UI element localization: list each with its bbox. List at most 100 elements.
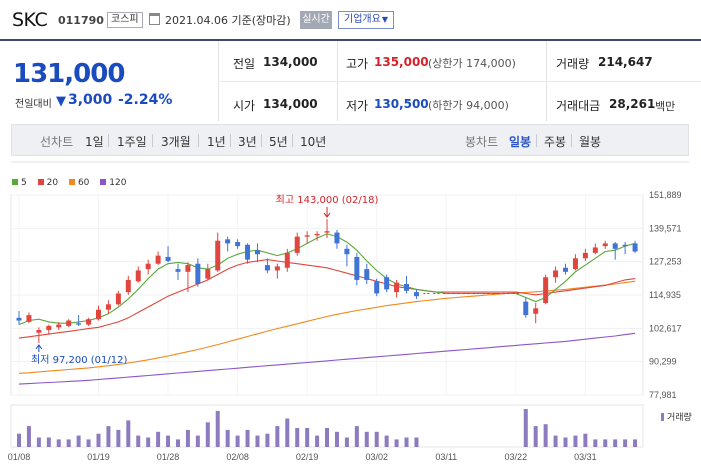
candle-body [165, 256, 171, 261]
volume-bar [156, 431, 161, 447]
candle-body [582, 252, 588, 259]
legend-label: 20 [46, 178, 59, 188]
candle-body [602, 243, 608, 247]
volume-bar [633, 439, 638, 447]
volume-bar [166, 435, 171, 447]
prev-close-label: 전일 [233, 57, 256, 71]
candle-body [592, 247, 598, 253]
toolbar-separator [198, 134, 199, 147]
change-rate: -2.24% [118, 92, 173, 108]
company-info-button[interactable]: 기업개요 ▼ [338, 11, 394, 29]
candle-body [245, 244, 251, 260]
candle-body [374, 281, 380, 294]
volume-bar [126, 420, 131, 447]
high-value: 135,000 [374, 55, 429, 69]
candle-daily-button[interactable]: 일봉 [509, 135, 532, 149]
ma20-line [18, 259, 636, 339]
volume-bar [573, 435, 578, 447]
volume-bar [334, 431, 339, 447]
candle-body [563, 267, 569, 272]
candle-body [36, 330, 42, 333]
x-tick-label: 01/19 [87, 452, 110, 462]
trade-amount-unit: 백만 [655, 100, 676, 113]
y-tick-label: 77,981 [649, 390, 677, 400]
realtime-button[interactable]: 실시간 [300, 11, 332, 29]
y-tick-label: 151,889 [649, 190, 682, 200]
ma5-line [18, 233, 636, 326]
volume-bar [325, 428, 330, 447]
x-tick-label: 02/08 [226, 452, 249, 462]
candle-body [145, 263, 151, 270]
candle-weekly-button[interactable]: 주봉 [544, 135, 567, 149]
volume-bar [553, 435, 558, 447]
legend-label: 5 [21, 178, 27, 188]
company-info-label: 기업개요 [344, 14, 381, 25]
volume-bar [364, 431, 369, 447]
legend-item-ma120: 120 [100, 178, 126, 188]
candle-body [364, 269, 370, 280]
y-tick-label: 139,571 [649, 223, 682, 233]
low-value: 130,500 [374, 97, 429, 111]
x-tick-label: 01/08 [8, 452, 31, 462]
candle-body [294, 236, 300, 253]
candle-body [413, 292, 419, 297]
candle-body [105, 304, 111, 310]
candle-chart-button[interactable]: 봉차트 [465, 135, 499, 149]
volume-bar [86, 439, 91, 447]
volume-bar [354, 426, 359, 447]
toolbar-separator [536, 134, 537, 147]
ma60-line [18, 280, 636, 374]
x-tick-label: 03/22 [505, 452, 528, 462]
candle-body [235, 242, 241, 247]
candle-body [394, 282, 400, 293]
candle-body [274, 266, 280, 271]
candle-body [56, 324, 62, 328]
x-tick-label: 03/02 [365, 452, 388, 462]
volume-bar [285, 418, 290, 447]
candle-body [404, 283, 410, 291]
period-1y-button[interactable]: 1년 [207, 135, 226, 149]
candle-body [344, 248, 350, 255]
candle-monthly-button[interactable]: 월봉 [579, 135, 602, 149]
candle-body [185, 265, 191, 272]
candle-body [215, 240, 221, 271]
max-price-annotation: 최고 143,000 (02/18) [276, 194, 379, 206]
volume-bar [17, 433, 21, 447]
high-limit: (상한가 174,000) [428, 57, 516, 70]
candle-body [324, 231, 330, 233]
change-amount: 3,000 [68, 92, 113, 108]
volume-bar [146, 437, 151, 447]
period-10y-button[interactable]: 10년 [300, 135, 327, 149]
volume-bar [593, 439, 598, 447]
volume-bar [374, 431, 379, 447]
legend-swatch [68, 179, 75, 185]
period-3y-button[interactable]: 3년 [238, 135, 257, 149]
volume-bar [523, 409, 528, 447]
min-arrowhead-icon [35, 344, 43, 350]
stock-header: SKC 011790 코스피 2021.04.06 기준(장마감) 실시간 기업… [0, 0, 701, 40]
candle-body [334, 232, 340, 244]
period-3m-button[interactable]: 3개월 [161, 135, 191, 149]
volume-bar [623, 439, 628, 447]
ma-legend: 5 20 60 120 [12, 178, 134, 188]
candle-body [553, 270, 559, 278]
toolbar-separator [108, 134, 109, 147]
candle-body [632, 243, 638, 252]
volume-bar [563, 437, 568, 447]
volume-value: 214,647 [598, 55, 653, 69]
candle-body [155, 255, 161, 264]
volume-bar [96, 433, 101, 447]
x-tick-label: 03/11 [435, 452, 457, 462]
volume-bar [185, 429, 190, 447]
period-1w-button[interactable]: 1주일 [117, 135, 147, 149]
line-chart-button[interactable]: 선차트 [40, 135, 74, 149]
period-5y-button[interactable]: 5년 [269, 135, 288, 149]
candle-body [115, 293, 121, 305]
volume-bar [205, 422, 210, 447]
price-summary: 131,000 전일대비 ▼ 3,000 -2.24% 전일 134,000 고… [0, 41, 701, 121]
period-1d-button[interactable]: 1일 [85, 135, 104, 149]
max-arrowhead-icon [323, 212, 331, 218]
legend-item-ma60: 60 [68, 178, 89, 188]
toolbar-separator [230, 134, 231, 147]
